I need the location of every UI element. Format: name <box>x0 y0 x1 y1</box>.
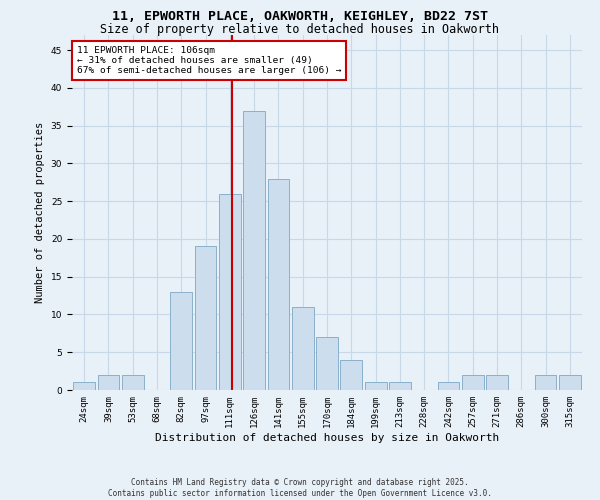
Text: Contains HM Land Registry data © Crown copyright and database right 2025.
Contai: Contains HM Land Registry data © Crown c… <box>108 478 492 498</box>
Bar <box>122 375 143 390</box>
Bar <box>243 110 265 390</box>
Bar <box>219 194 241 390</box>
Text: Size of property relative to detached houses in Oakworth: Size of property relative to detached ho… <box>101 22 499 36</box>
Bar <box>389 382 411 390</box>
Y-axis label: Number of detached properties: Number of detached properties <box>35 122 45 303</box>
Bar <box>316 337 338 390</box>
Bar <box>97 375 119 390</box>
Bar <box>486 375 508 390</box>
Bar <box>268 178 289 390</box>
Text: 11, EPWORTH PLACE, OAKWORTH, KEIGHLEY, BD22 7ST: 11, EPWORTH PLACE, OAKWORTH, KEIGHLEY, B… <box>112 10 488 23</box>
Bar <box>559 375 581 390</box>
Bar <box>437 382 460 390</box>
Text: 11 EPWORTH PLACE: 106sqm
← 31% of detached houses are smaller (49)
67% of semi-d: 11 EPWORTH PLACE: 106sqm ← 31% of detach… <box>77 46 341 76</box>
Bar <box>462 375 484 390</box>
X-axis label: Distribution of detached houses by size in Oakworth: Distribution of detached houses by size … <box>155 432 499 442</box>
Bar <box>340 360 362 390</box>
Bar <box>170 292 192 390</box>
Bar <box>292 307 314 390</box>
Bar <box>365 382 386 390</box>
Bar <box>73 382 95 390</box>
Bar <box>194 246 217 390</box>
Bar <box>535 375 556 390</box>
